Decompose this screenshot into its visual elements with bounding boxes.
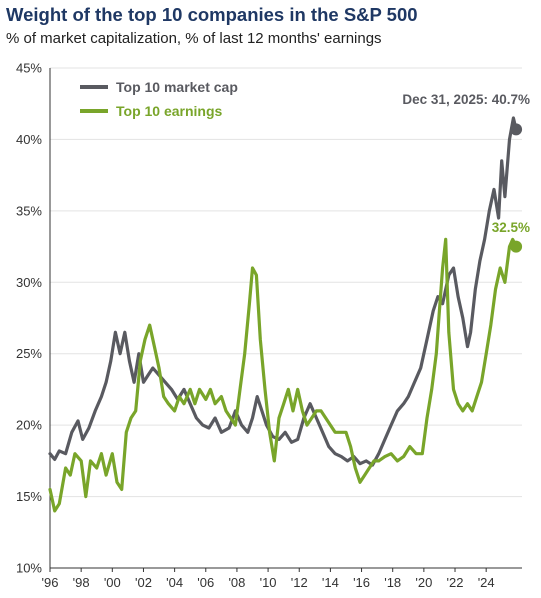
x-tick-label: '20 [415, 575, 432, 590]
x-tick-label: '00 [104, 575, 121, 590]
market-cap-line [48, 116, 518, 467]
x-tick-label: '08 [228, 575, 245, 590]
x-tick-label: '24 [478, 575, 495, 590]
x-tick-label: '96 [42, 575, 59, 590]
chart-title: Weight of the top 10 companies in the S&… [6, 4, 418, 25]
market-cap-end-label: Dec 31, 2025: 40.7% [402, 92, 530, 107]
x-tick-label: '18 [384, 575, 401, 590]
market-cap-end-marker [510, 123, 523, 136]
legend: Top 10 market cap Top 10 earnings [80, 79, 238, 119]
chart-subtitle: % of market capitalization, % of last 12… [6, 30, 382, 47]
x-tick-label: '16 [353, 575, 370, 590]
y-tick-label: 20% [16, 418, 42, 433]
x-tick-label: '22 [447, 575, 464, 590]
gridlines [50, 67, 522, 569]
earnings-end-label: 32.5% [492, 220, 530, 235]
x-tick-label: '98 [73, 575, 90, 590]
x-tick-label: '04 [166, 575, 183, 590]
earnings-line [48, 237, 518, 513]
y-tick-label: 45% [16, 61, 42, 76]
end-annotations: Dec 31, 2025: 40.7% 32.5% [402, 92, 530, 235]
x-tick-label: '06 [197, 575, 214, 590]
y-axis-ticks: 10% 15% 20% 25% 30% 35% 40% 45% [16, 61, 42, 576]
x-tick-label: '14 [322, 575, 339, 590]
x-axis: '96 '98 '00 '02 '04 '06 '08 '10 '12 '14 '16 '18 '20 '… [42, 68, 522, 590]
x-tick-label: '10 [260, 575, 277, 590]
y-tick-label: 40% [16, 132, 42, 147]
legend-label-earnings: Top 10 earnings [116, 103, 223, 119]
y-tick-label: 35% [16, 203, 42, 218]
x-tick-label: '02 [135, 575, 152, 590]
series-lines [48, 116, 523, 513]
earnings-end-marker [510, 240, 523, 253]
y-tick-label: 15% [16, 489, 42, 504]
x-tick-label: '12 [291, 575, 308, 590]
y-tick-label: 30% [16, 275, 42, 290]
legend-label-market-cap: Top 10 market cap [116, 79, 238, 95]
y-tick-label: 10% [16, 561, 42, 576]
y-tick-label: 25% [16, 346, 42, 361]
